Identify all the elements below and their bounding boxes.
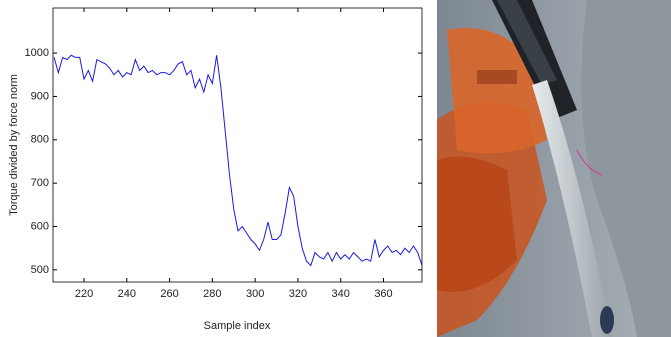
data-line	[53, 54, 423, 267]
y-tick-label: 800	[31, 134, 49, 146]
plot-frame	[52, 7, 423, 283]
chart: Sample index Torque divided by force nor…	[8, 7, 423, 332]
y-tick-label: 1000	[25, 47, 49, 59]
x-tick-label: 280	[203, 288, 221, 300]
y-tick-label: 600	[31, 220, 49, 232]
x-tick-label: 220	[75, 288, 93, 300]
x-tick-label: 340	[332, 288, 350, 300]
x-tick-label: 300	[246, 288, 264, 300]
y-axis-label: Torque divided by force norm	[8, 74, 20, 216]
y-tick-label: 900	[31, 90, 49, 102]
y-tick-label: 700	[31, 177, 49, 189]
x-tick-label: 240	[118, 288, 136, 300]
x-tick-label: 260	[160, 288, 178, 300]
x-tick-label: 320	[289, 288, 307, 300]
photo	[437, 0, 671, 337]
x-tick-label: 360	[374, 288, 392, 300]
x-axis-label: Sample index	[204, 320, 271, 332]
y-tick-label: 500	[31, 264, 49, 276]
